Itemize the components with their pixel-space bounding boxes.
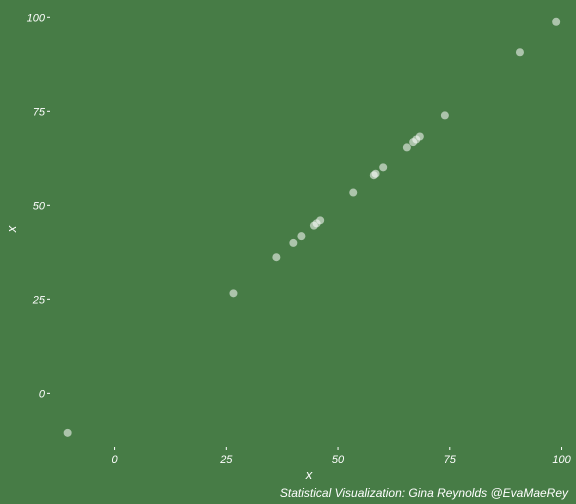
data-point: [229, 289, 238, 298]
y-axis: 0 25 50 75 100: [27, 12, 50, 400]
x-tick-label: 75: [444, 454, 457, 466]
data-point: [289, 238, 298, 247]
data-point: [272, 253, 281, 262]
x-tick-label: 100: [552, 454, 571, 466]
data-points: [63, 17, 561, 437]
x-tick-label: 0: [112, 454, 119, 466]
data-point: [552, 17, 561, 26]
y-tick-label: 0: [39, 388, 46, 400]
y-axis-title: x: [4, 225, 19, 233]
x-tick-label: 50: [332, 454, 345, 466]
data-point: [515, 48, 524, 57]
data-point: [316, 216, 325, 225]
x-tick-label: 25: [219, 454, 233, 466]
x-axis-title: x: [305, 467, 313, 482]
y-tick-label: 75: [33, 106, 46, 118]
data-point: [440, 111, 449, 120]
x-axis: 0 25 50 75 100: [112, 447, 572, 466]
data-point: [297, 232, 306, 241]
y-tick-label: 100: [27, 12, 46, 24]
data-point: [402, 143, 411, 152]
data-point: [415, 132, 424, 141]
caption: Statistical Visualization: Gina Reynolds…: [280, 486, 569, 500]
y-tick-label: 25: [32, 294, 46, 306]
y-tick-label: 50: [33, 200, 46, 212]
data-point: [349, 188, 358, 197]
data-point: [379, 163, 388, 172]
data-point: [371, 169, 380, 178]
data-point: [63, 428, 72, 437]
